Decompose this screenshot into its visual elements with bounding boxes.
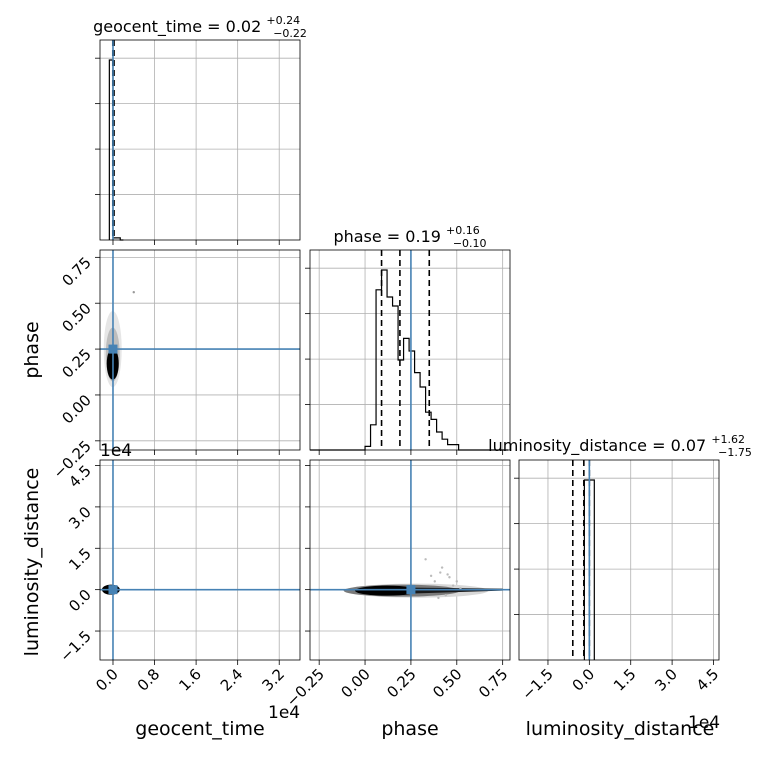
injection-marker	[108, 585, 118, 595]
panel-luminosity_distance-geocent_time	[95, 459, 301, 665]
xtick-label-phase-4: 0.75	[475, 665, 511, 701]
density-core	[355, 585, 420, 596]
injection-marker	[108, 344, 118, 354]
xtick-label-luminosity_distance-0: −1.5	[518, 665, 556, 703]
histogram-step	[108, 59, 124, 241]
xtick-label-geocent_time-2: 1.6	[175, 665, 205, 695]
panel-frame	[309, 459, 511, 661]
histogram-step	[310, 269, 509, 451]
ytick-label-phase-3: 0.50	[58, 299, 94, 335]
ytick-label-phase-2: 0.25	[58, 345, 94, 381]
injection-marker	[406, 585, 416, 595]
offset-ld-y: 1e4	[100, 441, 132, 461]
xtick-label-geocent_time-3: 2.4	[217, 665, 247, 695]
sample-point-10	[437, 596, 440, 600]
sample-point-3	[424, 558, 427, 561]
xtick-label-luminosity_distance-2: 1.5	[610, 665, 640, 695]
panel-luminosity_distance-luminosity_distance	[514, 459, 720, 665]
panel-frame	[99, 459, 301, 661]
ylabel-phase: phase	[21, 321, 43, 378]
panel-phase-phase	[305, 249, 511, 455]
sample-point-9	[448, 576, 451, 579]
ytick-label-phase-4: 0.75	[58, 253, 94, 289]
ytick-label-luminosity_distance-1: 0.0	[65, 586, 95, 616]
sample-point-7	[429, 574, 433, 578]
panel-frame	[99, 249, 301, 451]
xtick-label-phase-0: −0.25	[283, 665, 328, 710]
xtick-label-luminosity_distance-3: 3.0	[651, 665, 681, 695]
sample-point-6	[439, 571, 442, 574]
ytick-label-phase-1: 0.00	[58, 391, 94, 427]
xlabel-luminosity-distance: luminosity_distance	[526, 718, 715, 740]
ytick-label-luminosity_distance-2: 1.5	[65, 544, 95, 574]
panel-frame	[99, 39, 301, 241]
panel-frame	[309, 249, 511, 451]
ytick-label-luminosity_distance-0: −1.5	[56, 627, 94, 665]
sample-point-2	[433, 580, 436, 583]
title-luminosity-distance: luminosity_distance = 0.07 +1.62 −1.75	[488, 428, 752, 459]
xlabel-phase: phase	[381, 718, 438, 740]
panel-geocent_time-geocent_time	[95, 39, 301, 245]
sample-point-8	[455, 580, 458, 583]
title-phase: phase = 0.19 +0.16 −0.10	[333, 219, 486, 250]
panel-frame	[518, 459, 720, 661]
density-layer	[343, 558, 503, 600]
xtick-label-geocent_time-0: 0.0	[92, 665, 122, 695]
xtick-label-geocent_time-1: 0.8	[134, 665, 164, 695]
xtick-label-geocent_time-4: 3.2	[258, 665, 288, 695]
xtick-label-luminosity_distance-4: 4.5	[693, 665, 723, 695]
sample-point-1	[446, 573, 449, 576]
offset-ld-x: 1e4	[688, 713, 720, 733]
xlabel-geocent-time: geocent_time	[135, 718, 264, 740]
xtick-label-luminosity_distance-1: 0.0	[569, 665, 599, 695]
ytick-label-luminosity_distance-3: 3.0	[65, 503, 95, 533]
sample-point-5	[451, 584, 455, 587]
panel-phase-geocent_time	[95, 249, 301, 455]
ylabel-luminosity-distance: luminosity_distance	[21, 468, 43, 657]
sample-point-4	[444, 593, 447, 597]
xtick-label-phase-1: 0.00	[338, 665, 374, 701]
sample-point	[132, 291, 135, 294]
title-geocent-time: geocent_time = 0.02 +0.24 −0.22	[93, 9, 307, 40]
panel-luminosity_distance-phase	[305, 459, 511, 665]
sample-point-0	[440, 566, 444, 569]
offset-geocent-x: 1e4	[268, 703, 300, 723]
density-layer	[103, 291, 135, 388]
xtick-label-phase-3: 0.50	[429, 665, 465, 701]
xtick-label-phase-2: 0.25	[383, 665, 419, 701]
